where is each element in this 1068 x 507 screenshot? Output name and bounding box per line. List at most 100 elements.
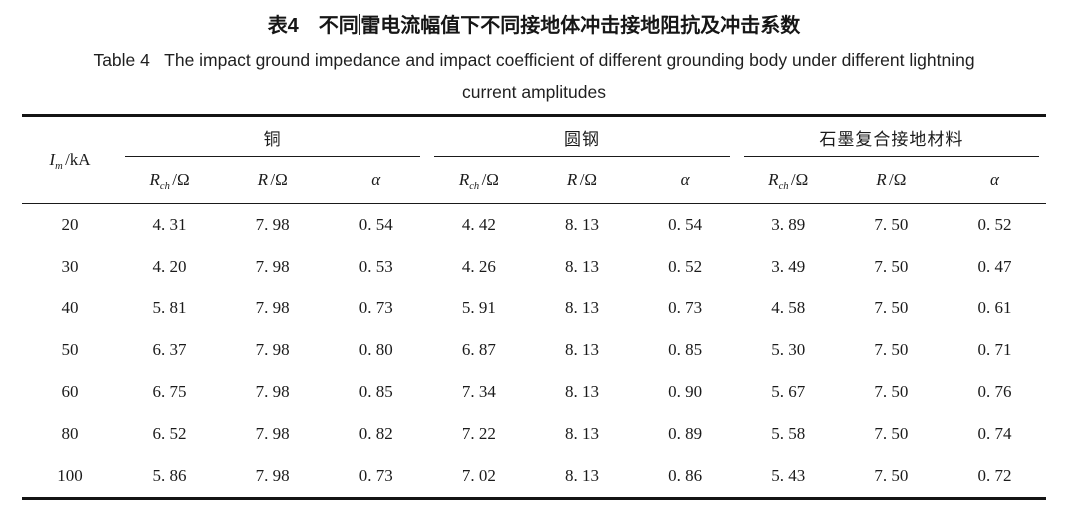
- table-cell: 8. 13: [564, 465, 599, 485]
- table-cell: 5. 58: [771, 423, 806, 443]
- table-cell: 0. 73: [358, 465, 393, 485]
- table-row: 40 5. 81 7. 98 0. 73 5. 91 8. 13 0. 73 4…: [22, 288, 1046, 330]
- table-cell: 4. 26: [461, 256, 496, 276]
- r-unit: /Ω: [579, 170, 598, 189]
- table-cell: 7. 98: [255, 256, 290, 276]
- table-cell: 7. 34: [461, 382, 496, 402]
- table-cell: 7. 50: [874, 423, 909, 443]
- table-caption-zh: 表4 不同雷电流幅值下不同接地体冲击接地阻抗及冲击系数: [0, 12, 1068, 40]
- table-cell: 7. 50: [874, 214, 909, 234]
- r-unit: /Ω: [270, 170, 288, 189]
- table-cell: 0. 74: [977, 423, 1012, 443]
- alpha-symbol: α: [989, 170, 999, 189]
- table-cell: 8. 13: [564, 256, 599, 276]
- table-cell: 3. 89: [771, 214, 806, 234]
- table-cell: 8. 13: [564, 340, 599, 360]
- table-cell: 0. 72: [977, 465, 1012, 485]
- table-cell: 4. 20: [152, 256, 187, 276]
- column-header-alpha-graphite: α: [942, 157, 1046, 204]
- table-cell: 8. 13: [564, 298, 599, 318]
- r-symbol: R: [876, 170, 887, 189]
- table-cell: 5. 43: [771, 465, 806, 485]
- caption-zh-part2: 雷电流幅值下不同接地体冲击接地阻抗及冲击系数: [360, 15, 801, 37]
- table-row: 50 6. 37 7. 98 0. 80 6. 87 8. 13 0. 85 5…: [22, 329, 1046, 371]
- table-cell: 5. 86: [152, 465, 187, 485]
- table-cell: 0. 90: [668, 382, 703, 402]
- rch-symbol: R: [768, 170, 779, 189]
- column-header-r-copper: R/Ω: [221, 157, 325, 204]
- table-cell: 6. 37: [152, 340, 187, 360]
- table-cell: 0. 73: [358, 298, 393, 318]
- column-header-im: Im/kA: [22, 117, 118, 204]
- table-cell: 5. 30: [771, 340, 806, 360]
- row-header-im: 60: [61, 382, 79, 402]
- rch-subscript: ch: [469, 180, 480, 192]
- table-cell: 0. 73: [668, 298, 703, 318]
- row-header-im: 100: [57, 465, 83, 485]
- table-caption-en-line2: current amplitudes: [462, 82, 606, 102]
- group-header-copper: 铜: [118, 117, 427, 157]
- table-cell: 0. 82: [358, 423, 393, 443]
- table-cell: 0. 54: [358, 214, 393, 234]
- rch-unit: /Ω: [172, 170, 190, 189]
- table-cell: 0. 47: [977, 256, 1012, 276]
- column-header-r-graphite: R/Ω: [839, 157, 943, 204]
- table-cell: 6. 87: [461, 340, 496, 360]
- caption-zh-part1: 表4 不同: [267, 15, 359, 37]
- row-header-im: 40: [61, 298, 79, 318]
- table-cell: 7. 50: [874, 298, 909, 318]
- rch-symbol: R: [149, 170, 160, 189]
- table-cell: 0. 86: [668, 465, 703, 485]
- column-header-alpha-copper: α: [324, 157, 428, 204]
- row-header-im: 30: [61, 256, 79, 276]
- table-cell: 0. 53: [358, 256, 393, 276]
- table-cell: 7. 98: [255, 465, 290, 485]
- table-cell: 0. 52: [977, 214, 1012, 234]
- alpha-symbol: α: [371, 170, 381, 189]
- table-cell: 4. 58: [771, 298, 806, 318]
- table-row: 60 6. 75 7. 98 0. 85 7. 34 8. 13 0. 90 5…: [22, 371, 1046, 413]
- table-cell: 5. 67: [771, 382, 806, 402]
- im-subscript: m: [55, 160, 63, 172]
- table-cell: 0. 85: [358, 382, 393, 402]
- row-header-im: 50: [61, 340, 79, 360]
- table-cell: 4. 42: [461, 214, 496, 234]
- table-cell: 6. 52: [152, 423, 187, 443]
- table-cell: 8. 13: [564, 423, 599, 443]
- table-cell: 5. 91: [461, 298, 496, 318]
- table-cell: 7. 50: [874, 256, 909, 276]
- table-row: 30 4. 20 7. 98 0. 53 4. 26 8. 13 0. 52 3…: [22, 246, 1046, 288]
- table-cell: 8. 13: [564, 214, 599, 234]
- table-row: 80 6. 52 7. 98 0. 82 7. 22 8. 13 0. 89 5…: [22, 413, 1046, 455]
- table-caption-en-line1: Table 4 The impact ground impedance and …: [93, 50, 975, 70]
- table-cell: 7. 50: [874, 382, 909, 402]
- im-unit: /kA: [65, 150, 91, 169]
- text-cursor-artifact: [358, 14, 361, 35]
- alpha-symbol: α: [680, 170, 690, 189]
- table-cell: 0. 85: [668, 340, 703, 360]
- impedance-table: Im/kA 铜 圆钢 石墨复合接地材料 Rch/Ω R/Ω α Rch/Ω R /…: [22, 114, 1046, 500]
- group-header-round-steel: 圆钢: [427, 117, 736, 157]
- table-cell: 7. 98: [255, 423, 290, 443]
- table-cell: 8. 13: [564, 382, 599, 402]
- rch-symbol: R: [458, 170, 470, 189]
- column-header-alpha-round-steel: α: [633, 157, 737, 204]
- table-row: 100 5. 86 7. 98 0. 73 7. 02 8. 13 0. 86 …: [22, 455, 1046, 497]
- table-cell: 0. 89: [668, 423, 703, 443]
- table-cell: 0. 71: [977, 340, 1012, 360]
- table-cell: 0. 80: [358, 340, 393, 360]
- column-header-rch-graphite: Rch/Ω: [736, 157, 840, 204]
- table-cell: 7. 22: [461, 423, 496, 443]
- table-cell: 7. 50: [874, 340, 909, 360]
- table-cell: 0. 76: [977, 382, 1012, 402]
- column-header-rch-copper: Rch/Ω: [118, 157, 222, 204]
- im-symbol: I: [49, 150, 56, 169]
- r-symbol: R: [257, 170, 268, 189]
- table-cell: 0. 61: [977, 298, 1012, 318]
- table-cell: 6. 75: [152, 382, 187, 402]
- group-header-graphite-composite: 石墨复合接地材料: [737, 117, 1046, 157]
- table-cell: 7. 50: [874, 465, 909, 485]
- table-row: 20 4. 31 7. 98 0. 54 4. 42 8. 13 0. 54 3…: [22, 204, 1046, 246]
- table-cell: 3. 49: [771, 256, 806, 276]
- rch-subscript: ch: [778, 180, 789, 192]
